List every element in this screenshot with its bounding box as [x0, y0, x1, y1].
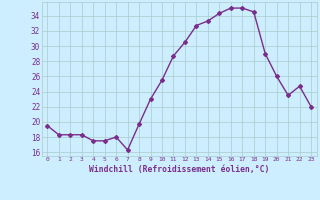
X-axis label: Windchill (Refroidissement éolien,°C): Windchill (Refroidissement éolien,°C)	[89, 165, 269, 174]
